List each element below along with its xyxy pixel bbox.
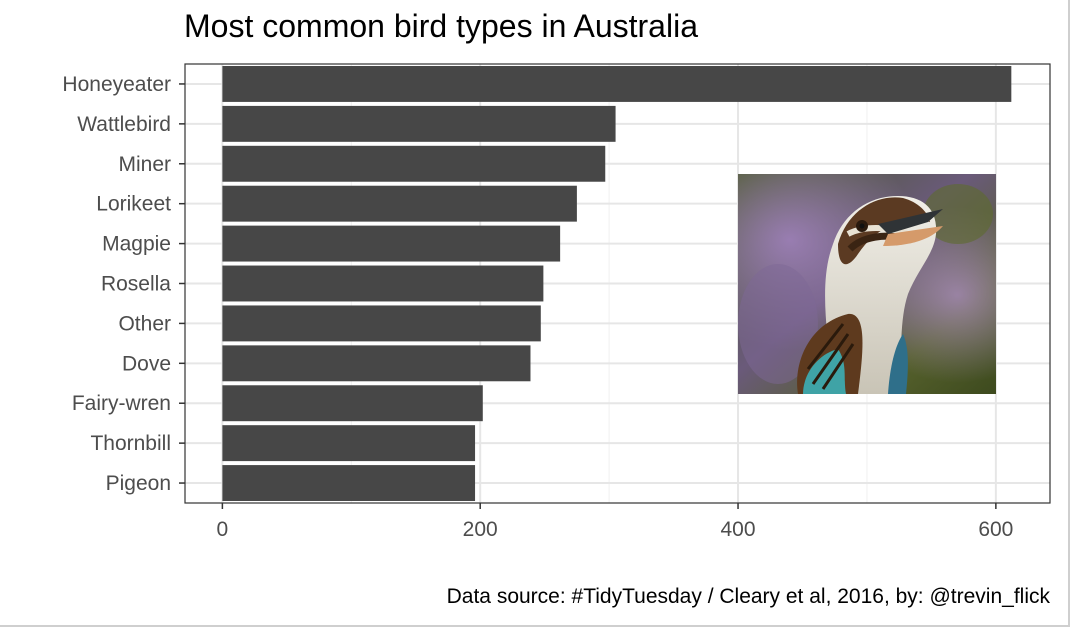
bar-dove: [222, 345, 531, 382]
chart-caption: Data source: #TidyTuesday / Cleary et al…: [446, 585, 1050, 608]
bar-fairy-wren: [222, 385, 483, 422]
bar-honeyeater: [222, 65, 1012, 102]
y-tick-label: Magpie: [102, 233, 171, 256]
bar-rosella: [222, 265, 544, 302]
x-tick-label: 400: [721, 518, 756, 541]
y-tick-label: Miner: [118, 153, 171, 176]
bar-wattlebird: [222, 105, 616, 142]
chart-title: Most common bird types in Australia: [184, 8, 698, 44]
y-tick-label: Pigeon: [106, 472, 171, 495]
y-tick-label: Lorikeet: [96, 193, 171, 216]
x-tick-label: 200: [463, 518, 498, 541]
y-tick-label: Other: [118, 312, 171, 335]
y-tick-label: Wattlebird: [77, 113, 171, 136]
y-tick-label: Dove: [122, 352, 171, 375]
bar-lorikeet: [222, 185, 577, 222]
bar-magpie: [222, 225, 561, 262]
bar-other: [222, 305, 541, 342]
y-tick-label: Rosella: [101, 273, 171, 296]
kookaburra-photo: [738, 174, 996, 394]
bar-pigeon: [222, 465, 476, 502]
x-tick-label: 600: [978, 518, 1013, 541]
bar-thornbill: [222, 425, 476, 462]
y-tick-label: Honeyeater: [62, 73, 171, 96]
x-tick-label: 0: [217, 518, 229, 541]
y-tick-label: Fairy-wren: [72, 392, 171, 415]
y-tick-label: Thornbill: [90, 432, 171, 455]
bar-miner: [222, 145, 606, 182]
